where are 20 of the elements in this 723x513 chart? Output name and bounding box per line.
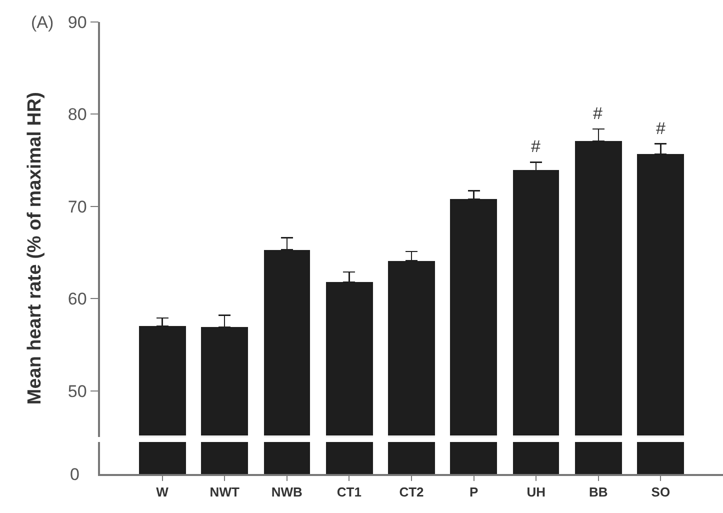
- y-axis-title: Mean heart rate (% of maximal HR): [24, 92, 46, 405]
- x-tick-label: NWT: [210, 484, 240, 500]
- x-tick-label: UH: [526, 484, 546, 500]
- x-tick-label: CT1: [336, 484, 362, 500]
- x-tick-label: SO: [651, 484, 670, 500]
- x-tick-label: BB: [589, 484, 608, 500]
- annotation: #: [593, 104, 603, 123]
- y-tick-label: 90: [68, 12, 87, 32]
- x-tick-label: W: [156, 484, 170, 500]
- x-tick-label: P: [469, 484, 478, 500]
- text: 0: [70, 465, 80, 484]
- annotation: #: [531, 137, 541, 156]
- text: (A): [31, 13, 54, 32]
- x-tick-label: CT2: [399, 484, 424, 500]
- y-tick-label: 50: [68, 382, 87, 401]
- y-tick-label: 70: [68, 197, 87, 216]
- annotation: #: [656, 119, 666, 138]
- x-tick-label: NWB: [271, 484, 302, 500]
- y-tick-label: 80: [68, 105, 87, 124]
- y-tick-label: 60: [68, 290, 87, 309]
